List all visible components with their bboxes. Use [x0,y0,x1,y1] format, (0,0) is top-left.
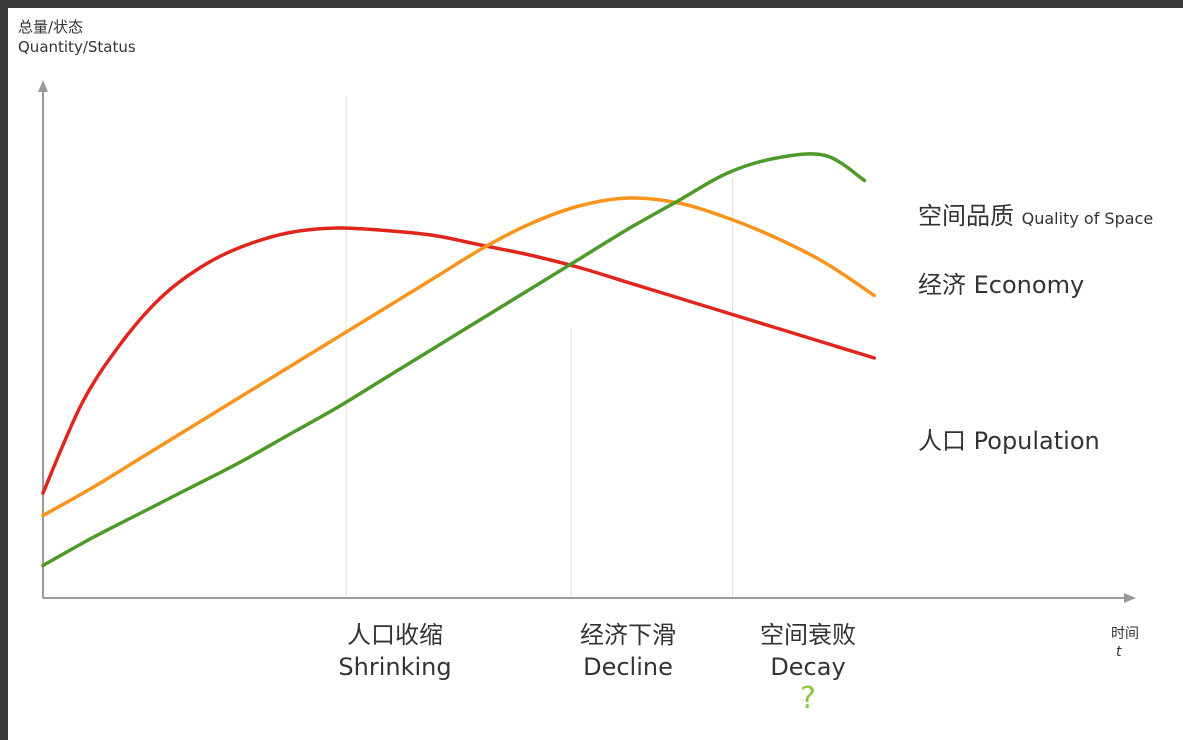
stage-decay-zh: 空间衰败 [760,621,856,649]
chart-frame: 总量/状态 Quantity/Status 时间 t 空间品质 Quality … [8,8,1183,740]
stage-decline-zh: 经济下滑 [580,621,676,649]
x-axis-arrow [1124,593,1136,603]
stage-decay-en: Decay [770,653,846,681]
stage-decay-question-mark: ? [800,681,816,716]
legend-economy: 经济 Economy [918,265,1084,300]
legend-quality-of-space-en: Quality of Space [1021,209,1154,228]
series-line-population [41,226,877,495]
y-axis-arrow [38,80,48,92]
chart-plot [38,80,1136,603]
legend-quality-of-space: 空间品质 Quality of Space [918,196,1153,231]
legend-population: 人口 Population [918,421,1100,456]
legend-economy-en: Economy [973,271,1085,299]
legend-population-en: Population [973,427,1100,455]
series-line-economy [41,196,877,518]
y-axis-label-zh: 总量/状态 [18,18,84,36]
stage-shrinking-en: Shrinking [338,653,452,681]
y-axis-label-en: Quantity/Status [18,38,136,56]
x-axis-label-en: t [1116,644,1122,660]
stage-decline-en: Decline [583,653,673,681]
stage-shrinking-zh: 人口收缩 [347,621,443,649]
series-line-quality-of-space [41,152,867,568]
stage-shrinking: 人口收缩 Shrinking [330,619,460,683]
stage-decay: 空间衰败 Decay ? [743,619,873,715]
stage-decline: 经济下滑 Decline [563,619,693,683]
legend-quality-of-space-zh: 空间品质 [918,202,1014,230]
legend-population-zh: 人口 [918,427,966,455]
x-axis-label-zh: 时间 [1111,626,1139,642]
legend-economy-zh: 经济 [918,271,966,299]
